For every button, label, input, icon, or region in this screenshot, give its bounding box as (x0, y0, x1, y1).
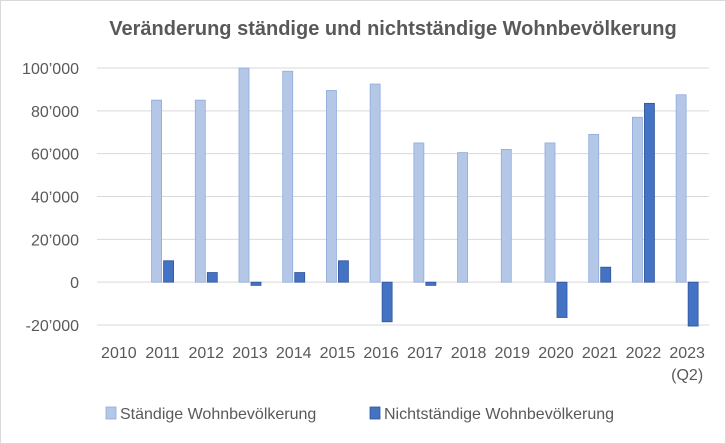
legend: Ständige Wohnbevölkerung Nichtständige Wo… (105, 406, 614, 423)
y-axis-ticks: -20’000 0 20’000 40’000 60’000 80’000 100’000 (22, 61, 79, 335)
bar-staendige (588, 133, 600, 283)
y-tick-label: 0 (70, 275, 79, 292)
x-tick-label: 2017 (407, 345, 443, 362)
y-tick-label: 20’000 (31, 232, 79, 249)
x-tick-sublabel: (Q2) (671, 367, 703, 384)
x-tick-label: 2012 (188, 345, 224, 362)
legend-label: Ständige Wohnbevölkerung (120, 406, 316, 423)
x-tick-label: 2010 (101, 345, 137, 362)
bar-staendige (457, 152, 468, 283)
bar-staendige (282, 70, 294, 283)
bar-nichtstaendige (338, 260, 349, 283)
x-tick-label: 2016 (363, 345, 399, 362)
gridlines (97, 67, 709, 326)
bar-staendige (675, 94, 687, 283)
y-tick-label: 60’000 (31, 147, 79, 164)
bar-staendige (151, 99, 162, 283)
bar-nichtstaendige (687, 281, 699, 327)
bar-nichtstaendige (425, 281, 437, 286)
y-tick-label: 40’000 (31, 190, 79, 207)
bar-staendige (238, 67, 250, 283)
y-tick-label: 100’000 (22, 61, 79, 78)
bar-nichtstaendige (206, 272, 218, 283)
legend-swatch (369, 406, 381, 420)
bar-nichtstaendige (163, 260, 174, 283)
bar-nichtstaendige (250, 281, 262, 286)
bar-staendige (413, 142, 425, 283)
x-tick-label: 2023 (669, 345, 705, 362)
legend-swatch (105, 406, 117, 420)
bar-staendige (632, 116, 643, 283)
x-tick-label: 2011 (145, 345, 180, 362)
bar-staendige (326, 90, 337, 283)
x-tick-label: 2019 (494, 345, 530, 362)
x-axis-ticks: 2010 2011 2012 2013 2014 2015 2016 2017 2018 2019… (101, 345, 705, 384)
x-tick-label: 2020 (538, 345, 574, 362)
x-tick-label: 2021 (582, 345, 618, 362)
bar-staendige (544, 142, 556, 283)
legend-label: Nichtständige Wohnbevölkerung (384, 406, 614, 423)
bar-nichtstaendige (600, 266, 612, 283)
bars (151, 67, 699, 327)
x-tick-label: 2022 (626, 345, 662, 362)
x-tick-label: 2014 (276, 345, 312, 362)
y-tick-label: 80’000 (31, 104, 79, 121)
y-tick-label: -20’000 (26, 318, 79, 335)
x-tick-label: 2013 (232, 345, 268, 362)
x-tick-label: 2018 (451, 345, 487, 362)
bar-staendige (369, 83, 381, 283)
bar-nichtstaendige (381, 281, 393, 323)
chart-title: Veränderung ständige und nichtständige W… (109, 18, 676, 40)
x-tick-label: 2015 (320, 345, 356, 362)
bar-nichtstaendige (294, 272, 306, 283)
bar-staendige (194, 99, 206, 283)
bar-nichtstaendige (644, 102, 655, 283)
bar-staendige (500, 148, 512, 283)
bar-nichtstaendige (556, 281, 568, 318)
